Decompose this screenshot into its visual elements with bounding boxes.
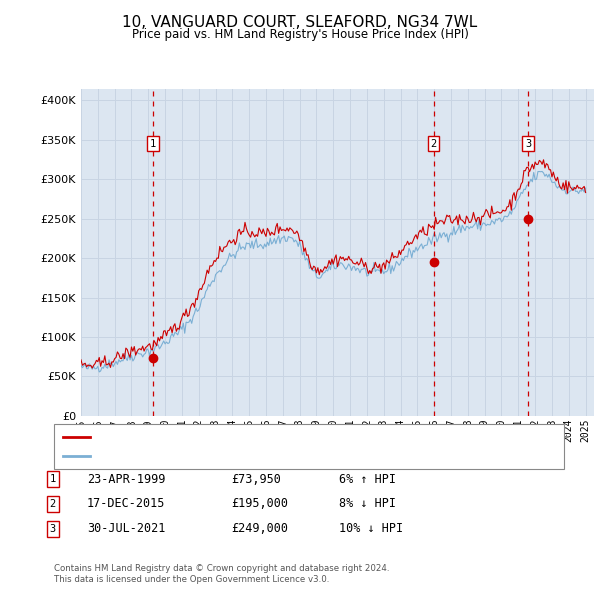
Text: 1: 1 xyxy=(50,474,56,484)
Text: 10% ↓ HPI: 10% ↓ HPI xyxy=(339,522,403,535)
Text: 2: 2 xyxy=(430,139,437,149)
Text: £195,000: £195,000 xyxy=(231,497,288,510)
Text: £249,000: £249,000 xyxy=(231,522,288,535)
Text: HPI: Average price, detached house, North Kesteven: HPI: Average price, detached house, Nort… xyxy=(93,451,406,461)
Text: 23-APR-1999: 23-APR-1999 xyxy=(87,473,166,486)
Text: 10, VANGUARD COURT, SLEAFORD, NG34 7WL: 10, VANGUARD COURT, SLEAFORD, NG34 7WL xyxy=(122,15,478,30)
Text: 10, VANGUARD COURT, SLEAFORD, NG34 7WL (detached house): 10, VANGUARD COURT, SLEAFORD, NG34 7WL (… xyxy=(93,432,437,442)
Text: 6% ↑ HPI: 6% ↑ HPI xyxy=(339,473,396,486)
Text: 1: 1 xyxy=(150,139,156,149)
Text: This data is licensed under the Open Government Licence v3.0.: This data is licensed under the Open Gov… xyxy=(54,575,329,584)
Text: 3: 3 xyxy=(525,139,531,149)
Text: 30-JUL-2021: 30-JUL-2021 xyxy=(87,522,166,535)
Text: Contains HM Land Registry data © Crown copyright and database right 2024.: Contains HM Land Registry data © Crown c… xyxy=(54,565,389,573)
Text: 3: 3 xyxy=(50,524,56,533)
Text: £73,950: £73,950 xyxy=(231,473,281,486)
Text: 8% ↓ HPI: 8% ↓ HPI xyxy=(339,497,396,510)
Text: Price paid vs. HM Land Registry's House Price Index (HPI): Price paid vs. HM Land Registry's House … xyxy=(131,28,469,41)
Text: 2: 2 xyxy=(50,499,56,509)
Text: 17-DEC-2015: 17-DEC-2015 xyxy=(87,497,166,510)
